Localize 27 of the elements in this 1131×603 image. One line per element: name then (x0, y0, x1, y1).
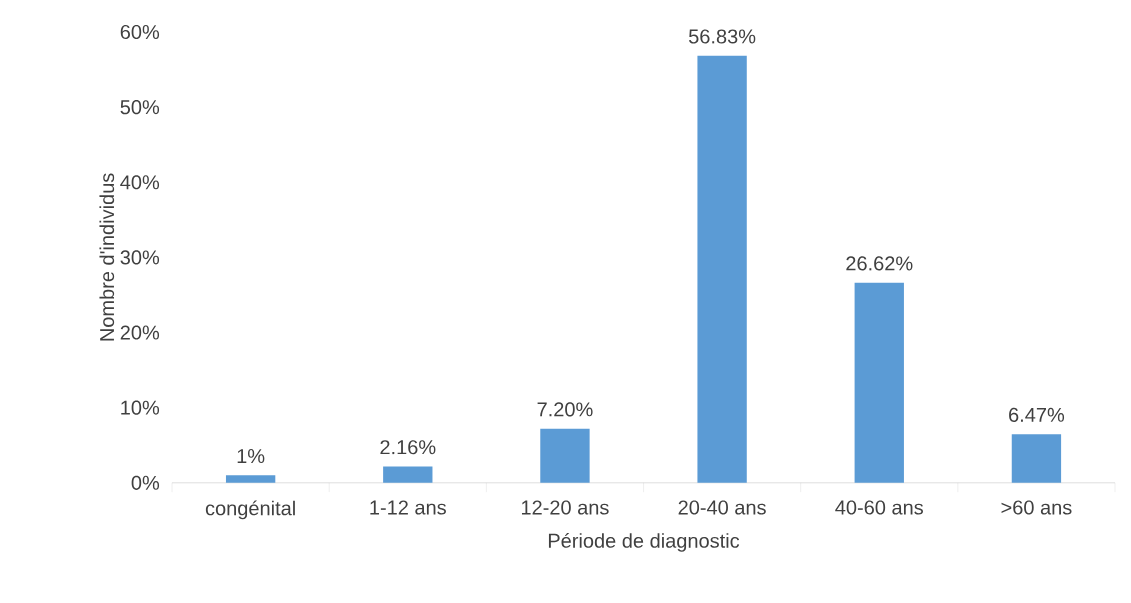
y-tick-label: 10% (121, 400, 160, 415)
data-label: 6.47% (1009, 407, 1065, 422)
x-tick-label: >60 ans (1001, 500, 1072, 515)
bar (1011, 434, 1062, 483)
data-label: 7.20% (537, 402, 593, 417)
bar (540, 428, 590, 483)
x-axis-title: Période de diagnostic (548, 532, 740, 552)
x-tick-label: 12-20 ans (521, 500, 609, 515)
data-label: 56.83% (688, 29, 756, 44)
y-axis-title: Nombre d'individus (99, 173, 115, 341)
x-tick-label: 1-12 ans (370, 500, 446, 515)
bar (383, 466, 433, 483)
data-label: 26.62% (846, 256, 913, 271)
bar (697, 55, 747, 483)
y-tick-label: 20% (120, 325, 160, 340)
y-tick-label: 60% (120, 25, 160, 40)
bar (854, 282, 904, 483)
y-tick-label: 30% (120, 250, 160, 265)
y-tick-label: 50% (120, 100, 160, 115)
data-label: 2.16% (380, 440, 436, 455)
bar (225, 475, 276, 483)
x-tick-label: 40-60 ans (835, 500, 923, 515)
y-tick-label: 40% (120, 175, 160, 190)
data-label: 1% (237, 449, 265, 464)
x-tick-label: congénital (205, 500, 295, 520)
y-tick-label: 0% (131, 475, 160, 490)
x-tick-label: 20-40 ans (678, 500, 766, 515)
